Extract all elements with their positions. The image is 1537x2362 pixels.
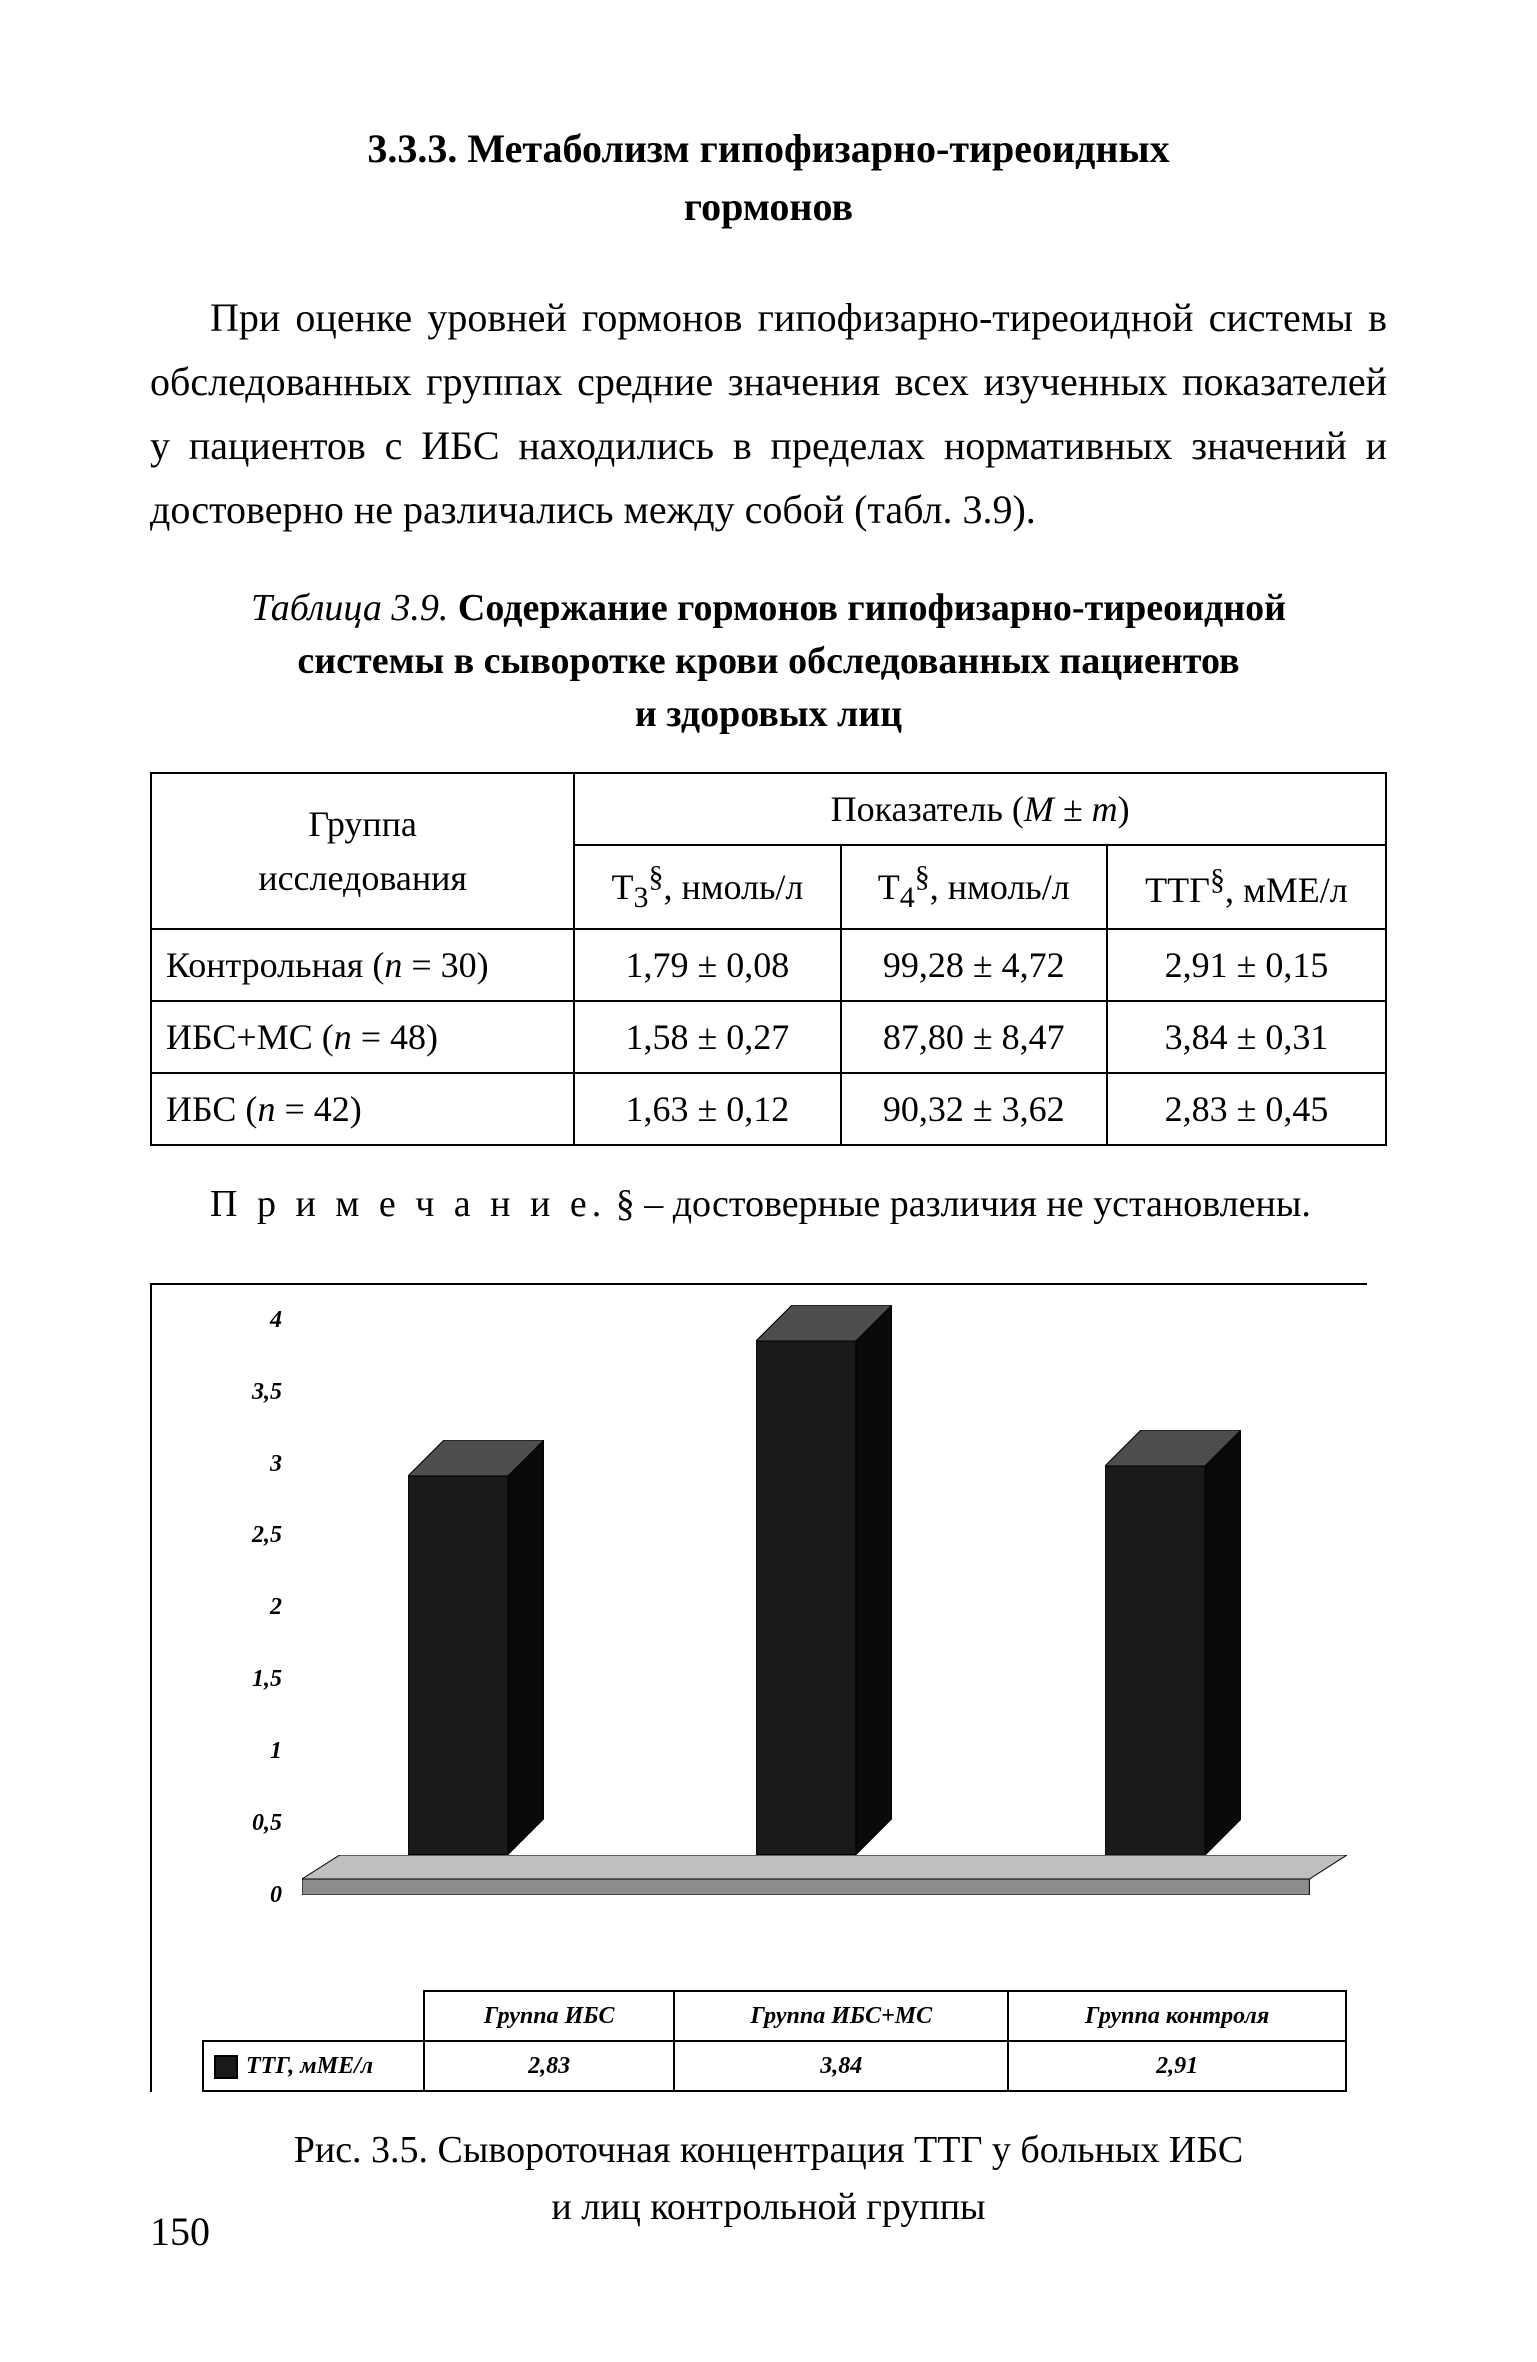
chart-inner: 43,532,521,510,50 xyxy=(202,1320,1347,1990)
y-tick: 4 xyxy=(270,1302,282,1338)
bar xyxy=(408,1440,544,1855)
cell-tsh: 2,83 ± 0,45 xyxy=(1107,1073,1386,1145)
table-caption-lead: Таблица 3.9. xyxy=(251,587,448,629)
cell-t3: 1,79 ± 0,08 xyxy=(574,929,840,1001)
x-val-2: 2,91 xyxy=(1008,2041,1346,2091)
legend-swatch xyxy=(214,2055,238,2079)
col-header-metric: Показатель (M ± m) xyxy=(574,773,1386,845)
table-row: ИБС (n = 42) 1,63 ± 0,12 90,32 ± 3,62 2,… xyxy=(151,1073,1386,1145)
x-val-1: 3,84 xyxy=(674,2041,1008,2091)
x-val-0: 2,83 xyxy=(424,2041,674,2091)
x-cat-0: Группа ИБС xyxy=(424,1991,674,2041)
bar xyxy=(756,1305,892,1855)
col-header-tsh: ТТГ§, мМЕ/л xyxy=(1107,845,1386,929)
chart-floor xyxy=(302,1855,1347,1895)
table-row: ИБС+МС (n = 48) 1,58 ± 0,27 87,80 ± 8,47… xyxy=(151,1001,1386,1073)
legend-cell: ТТГ, мМЕ/л xyxy=(203,2041,424,2091)
chart-x-table: Группа ИБС Группа ИБС+МС Группа контроля… xyxy=(202,1990,1347,2092)
y-axis: 43,532,521,510,50 xyxy=(202,1320,292,1895)
col-header-t4: T4§, нмоль/л xyxy=(841,845,1107,929)
y-tick: 0,5 xyxy=(252,1805,282,1841)
col-header-group: Группа исследования xyxy=(151,773,574,929)
table-caption-title-1: Содержание гормонов гипофизарно-тиреоидн… xyxy=(458,587,1286,629)
col-header-t3: T3§, нмоль/л xyxy=(574,845,840,929)
row-label: ИБС (n = 42) xyxy=(151,1073,574,1145)
cell-tsh: 2,91 ± 0,15 xyxy=(1107,929,1386,1001)
body-paragraph: При оценке уровней гормонов гипофизарно-… xyxy=(150,286,1387,542)
chart-container: 4 3,5 3 2,5 2 1,5 1 0,5 0 Группа ИБС Группа ИБС+… xyxy=(150,1283,1367,2092)
table-caption: Таблица 3.9. Содержание гормонов гипофиз… xyxy=(150,582,1387,742)
x-cat-2: Группа контроля xyxy=(1008,1991,1346,2041)
page-number: 150 xyxy=(150,2202,210,2262)
table-note: П р и м е ч а н и е. § – достоверные раз… xyxy=(210,1176,1387,1233)
note-lead: П р и м е ч а н и е. xyxy=(210,1183,606,1225)
y-tick: 0 xyxy=(270,1877,282,1913)
row-label: Контрольная (n = 30) xyxy=(151,929,574,1001)
cell-t4: 99,28 ± 4,72 xyxy=(841,929,1107,1001)
table-caption-title-3: и здоровых лиц xyxy=(635,693,902,735)
y-tick: 2 xyxy=(270,1589,282,1625)
document-page: 3.3.3. Метаболизм гипофизарно-тиреоидных… xyxy=(0,0,1537,2362)
y-tick: 1,5 xyxy=(252,1661,282,1697)
cell-t4: 90,32 ± 3,62 xyxy=(841,1073,1107,1145)
cell-tsh: 3,84 ± 0,31 xyxy=(1107,1001,1386,1073)
data-table: Группа исследования Показатель (M ± m) T… xyxy=(150,772,1387,1146)
row-label: ИБС+МС (n = 48) xyxy=(151,1001,574,1073)
fig-caption-l1: Рис. 3.5. Сывороточная концентрация ТТГ … xyxy=(294,2129,1244,2171)
note-body: § – достоверные различия не установлены. xyxy=(606,1183,1311,1225)
x-cat-1: Группа ИБС+МС xyxy=(674,1991,1008,2041)
figure-caption: Рис. 3.5. Сывороточная концентрация ТТГ … xyxy=(150,2122,1387,2236)
floor-front-rect xyxy=(302,1879,1309,1895)
cell-t3: 1,63 ± 0,12 xyxy=(574,1073,840,1145)
legend-label: ТТГ, мМЕ/л xyxy=(246,2053,373,2079)
cell-t3: 1,58 ± 0,27 xyxy=(574,1001,840,1073)
plot-area xyxy=(302,1320,1347,1895)
heading-line-1: 3.3.3. Метаболизм гипофизарно-тиреоидных xyxy=(367,126,1169,171)
y-tick: 1 xyxy=(270,1733,282,1769)
floor-top-poly xyxy=(302,1855,1347,1879)
table-row: Контрольная (n = 30) 1,79 ± 0,08 99,28 ±… xyxy=(151,929,1386,1001)
table-caption-title-2: системы в сыворотке крови обследованных … xyxy=(297,640,1239,682)
y-tick: 3,5 xyxy=(252,1374,282,1410)
y-tick: 2,5 xyxy=(252,1517,282,1553)
fig-caption-l2: и лиц контрольной группы xyxy=(551,2186,985,2228)
bar xyxy=(1105,1430,1241,1855)
section-heading: 3.3.3. Метаболизм гипофизарно-тиреоидных… xyxy=(150,120,1387,236)
y-tick: 3 xyxy=(270,1446,282,1482)
heading-line-2: гормонов xyxy=(684,184,853,229)
bars-row xyxy=(302,1320,1347,1855)
cell-t4: 87,80 ± 8,47 xyxy=(841,1001,1107,1073)
